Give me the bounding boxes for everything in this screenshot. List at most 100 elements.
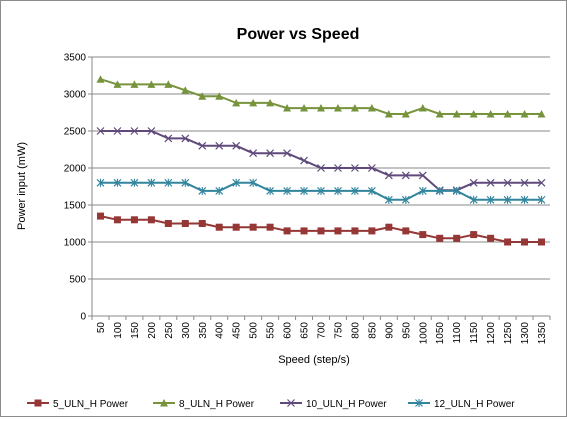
data-point	[130, 216, 138, 224]
data-point	[181, 134, 190, 143]
x-tick-label: 1250	[503, 322, 514, 345]
data-point	[538, 238, 546, 246]
data-point	[198, 92, 207, 100]
data-point	[249, 178, 258, 187]
data-point	[232, 223, 240, 231]
legend: 5_ULN_H Power 8_ULN_H Power 10_ULN_H Power…	[27, 399, 515, 410]
data-point	[300, 227, 308, 235]
data-point	[147, 80, 156, 88]
x-tick-label: 600	[283, 322, 294, 339]
series-layer	[96, 75, 546, 246]
data-point	[283, 227, 291, 235]
data-point	[96, 75, 105, 83]
x-tick-label: 1150	[469, 322, 480, 344]
x-tick-label: 700	[317, 322, 328, 339]
series-10-uln-h-power	[96, 127, 546, 195]
data-point	[418, 171, 427, 180]
legend-marker	[34, 399, 42, 407]
data-point	[537, 195, 546, 204]
data-point	[317, 104, 325, 112]
legend-item-8-uln-h-power: 8_ULN_H Power	[153, 399, 255, 410]
data-point	[317, 186, 325, 195]
data-point	[249, 98, 258, 107]
data-point	[198, 141, 207, 150]
x-tick-label: 950	[401, 322, 412, 339]
gridlines	[92, 56, 550, 280]
data-point	[503, 109, 512, 118]
data-point	[368, 186, 376, 195]
data-point	[164, 80, 173, 88]
data-point	[147, 216, 155, 224]
data-point	[503, 195, 512, 204]
data-point	[520, 109, 529, 118]
y-tick-label: 2000	[64, 164, 87, 175]
legend-label: 5_ULN_H Power	[53, 399, 129, 410]
data-point	[300, 104, 309, 112]
legend-label: 8_ULN_H Power	[179, 399, 255, 410]
legend-label: 12_ULN_H Power	[434, 399, 515, 410]
data-point	[401, 109, 410, 118]
data-point	[215, 141, 224, 150]
data-point	[333, 104, 342, 112]
legend-marker	[287, 399, 295, 407]
y-tick-label: 500	[69, 275, 86, 286]
data-point	[215, 223, 223, 231]
data-point	[367, 104, 376, 112]
x-tick-label: 500	[249, 322, 260, 339]
data-point	[452, 109, 461, 118]
y-tick-label: 3500	[64, 53, 87, 64]
data-point	[537, 178, 546, 187]
data-point	[96, 178, 105, 187]
data-point	[367, 164, 376, 172]
data-point	[419, 231, 427, 239]
axes	[88, 56, 551, 320]
data-point	[300, 186, 308, 195]
data-point	[283, 104, 292, 112]
data-point	[436, 234, 444, 242]
data-point	[521, 238, 529, 246]
legend-item-5-uln-h-power: 5_ULN_H Power	[27, 399, 129, 410]
data-point	[249, 149, 258, 158]
data-point	[181, 86, 190, 94]
y-tick-label: 2500	[64, 127, 87, 138]
data-point	[266, 223, 274, 231]
data-point	[198, 220, 206, 227]
data-point	[113, 127, 122, 135]
x-tick-label: 650	[300, 322, 311, 339]
legend-item-10-uln-h-power: 10_ULN_H Power	[280, 399, 387, 410]
data-point	[181, 220, 189, 227]
data-point	[232, 141, 241, 150]
data-point	[164, 220, 172, 227]
data-point	[113, 178, 122, 187]
data-point	[351, 227, 359, 235]
data-point	[147, 127, 156, 135]
x-tick-label: 1050	[435, 322, 446, 345]
data-point	[469, 178, 478, 187]
chart-title: Power vs Speed	[237, 26, 360, 43]
data-point	[368, 227, 376, 235]
data-point	[334, 164, 342, 172]
data-point	[402, 227, 410, 235]
x-tick-label: 450	[232, 322, 243, 339]
data-point	[164, 178, 173, 187]
x-tick-label: 300	[181, 322, 192, 339]
data-point	[215, 186, 224, 195]
data-point	[486, 109, 495, 118]
data-point	[130, 127, 139, 135]
data-point	[283, 149, 291, 158]
data-point	[96, 127, 105, 135]
legend-item-12-uln-h-power: 12_ULN_H Power	[408, 399, 515, 410]
data-point	[453, 234, 461, 242]
data-point	[520, 195, 529, 204]
data-point	[401, 195, 410, 204]
x-tick-label: 900	[384, 322, 395, 339]
x-tick-label: 350	[198, 322, 209, 339]
data-point	[520, 178, 529, 187]
x-tick-label: 1000	[418, 322, 429, 345]
x-tick-label: 800	[350, 322, 361, 339]
data-point	[113, 80, 122, 88]
data-point	[384, 195, 393, 204]
x-tick-label: 550	[266, 322, 277, 339]
data-point	[266, 149, 275, 158]
data-point	[351, 164, 359, 172]
